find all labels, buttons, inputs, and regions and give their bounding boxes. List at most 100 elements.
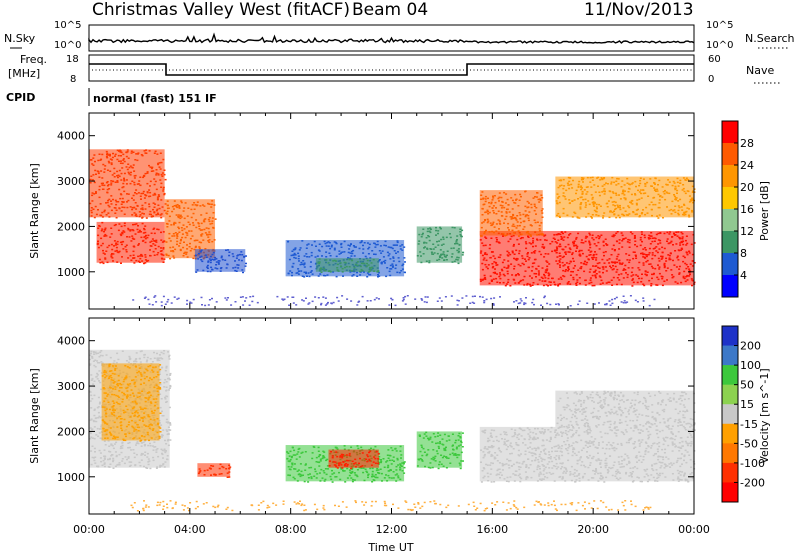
echo-cell — [399, 248, 402, 250]
echo-cell — [121, 429, 124, 432]
echo-cell — [94, 192, 97, 194]
echo-cell — [562, 269, 565, 272]
echo-cell — [101, 177, 104, 179]
echo-cell — [155, 214, 158, 216]
echo-cell — [595, 265, 598, 267]
echo-cell — [555, 260, 558, 262]
ground-scatter-cell — [224, 297, 227, 299]
echo-cell — [103, 253, 106, 255]
echo-cell — [573, 244, 576, 247]
echo-cell — [179, 217, 182, 220]
echo-cell — [691, 211, 694, 213]
echo-cell — [117, 415, 120, 418]
echo-cell — [516, 221, 519, 223]
echo-cell — [640, 461, 643, 463]
echo-cell — [622, 465, 625, 468]
echo-cell — [578, 459, 581, 461]
echo-cell — [459, 467, 462, 470]
echo-cell — [141, 212, 144, 215]
echo-cell — [558, 245, 561, 248]
echo-cell — [116, 383, 119, 385]
echo-cell — [513, 225, 516, 228]
echo-cell — [575, 192, 577, 195]
echo-cell — [213, 204, 216, 206]
echo-cell — [630, 271, 633, 274]
echo-cell — [660, 255, 663, 258]
echo-cell — [689, 434, 692, 436]
echo-cell — [568, 187, 571, 190]
echo-cell — [540, 276, 543, 279]
echo-cell — [158, 207, 161, 210]
echo-cell — [131, 379, 133, 382]
echo-cell — [92, 174, 95, 176]
echo-cell — [319, 268, 322, 270]
echo-cell — [169, 424, 172, 426]
echo-cell — [544, 239, 546, 241]
echo-cell — [636, 275, 639, 277]
echo-cell — [130, 419, 133, 422]
echo-cell — [523, 220, 526, 223]
echo-cell — [685, 235, 688, 237]
echo-cell — [369, 273, 372, 276]
echo-cell — [507, 267, 510, 269]
echo-cell — [363, 242, 366, 244]
echo-cell — [635, 204, 638, 206]
echo-cell — [122, 438, 125, 441]
echo-cell — [652, 248, 655, 250]
echo-cell — [118, 160, 120, 162]
echo-cell — [162, 429, 165, 431]
echo-cell — [492, 462, 494, 465]
echo-cell — [528, 435, 531, 437]
echo-cell — [630, 193, 633, 196]
echo-cell — [121, 445, 124, 447]
echo-cell — [596, 207, 598, 210]
echo-cell — [556, 247, 559, 250]
echo-cell — [625, 431, 628, 433]
echo-cell — [504, 284, 507, 287]
echo-cell — [367, 474, 370, 476]
echo-cell — [163, 192, 166, 195]
echo-cell — [339, 478, 342, 481]
echo-cell — [102, 406, 105, 408]
echo-cell — [169, 240, 172, 242]
echo-cell — [506, 208, 509, 210]
echo-cell — [635, 185, 637, 188]
echo-cell — [133, 428, 136, 430]
echo-cell — [457, 256, 460, 259]
echo-cell — [126, 390, 129, 392]
ground-scatter-cell — [320, 303, 322, 306]
echo-cell — [681, 233, 684, 235]
echo-cell — [678, 450, 681, 452]
echo-cell — [399, 469, 402, 471]
echo-cell — [458, 432, 461, 435]
echo-cell — [571, 252, 574, 254]
echo-cell — [140, 254, 143, 256]
echo-cell — [618, 279, 621, 281]
echo-cell — [90, 374, 93, 376]
echo-cell — [539, 478, 542, 480]
echo-cell — [636, 245, 639, 248]
echo-cell — [618, 248, 621, 250]
echo-cell — [210, 474, 212, 476]
echo-cell — [90, 436, 93, 438]
ytick-label: 2000 — [57, 220, 85, 233]
echo-cell — [116, 464, 119, 466]
echo-cell — [376, 271, 379, 273]
echo-cell — [683, 190, 686, 193]
echo-cell — [453, 260, 456, 263]
echo-cell — [687, 481, 690, 483]
echo-cell — [114, 155, 116, 157]
echo-cell — [210, 465, 213, 467]
echo-cell — [125, 183, 128, 185]
echo-cell — [92, 457, 95, 459]
echo-cell — [526, 200, 529, 203]
echo-cell — [636, 281, 639, 284]
echo-cell — [455, 446, 458, 448]
echo-cell — [593, 284, 596, 287]
echo-cell — [133, 183, 136, 186]
echo-cell — [287, 272, 290, 275]
echo-cell — [348, 266, 351, 268]
echo-cell — [460, 451, 463, 454]
echo-cell — [165, 241, 168, 243]
echo-cell — [621, 240, 624, 242]
